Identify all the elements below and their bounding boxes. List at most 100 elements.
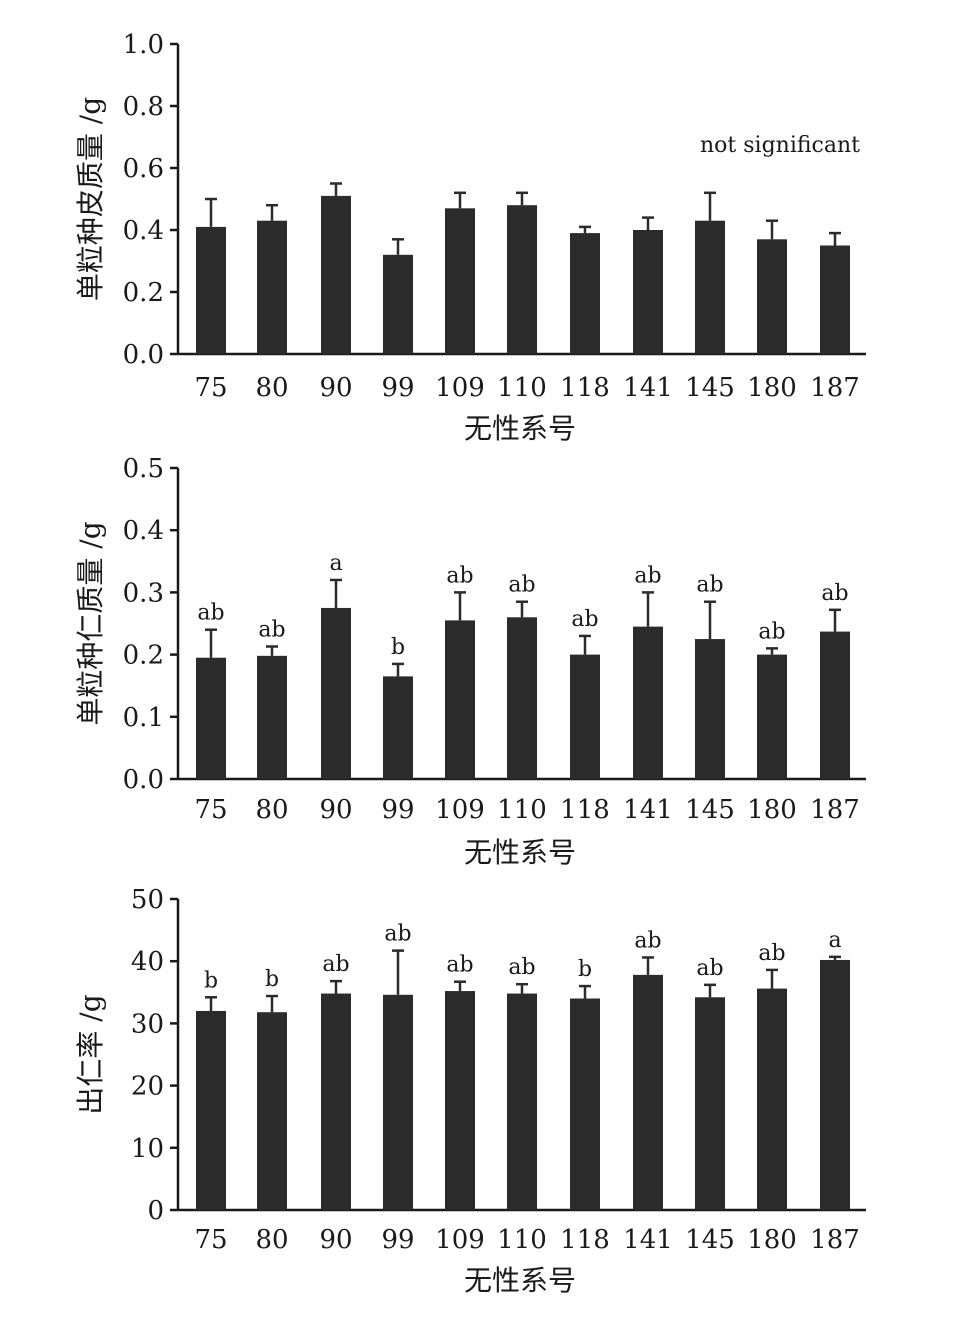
bar (257, 655, 287, 779)
bar (383, 676, 413, 779)
significance-label: ab (446, 563, 473, 588)
significance-label: ab (696, 573, 723, 598)
significance-note: not significant (700, 133, 860, 158)
y-tick-label: 0.8 (123, 92, 164, 122)
y-tick-label: 0.5 (123, 454, 164, 484)
x-tick-label: 187 (810, 795, 860, 825)
significance-label: b (578, 957, 592, 982)
x-tick-label: 75 (194, 1225, 227, 1255)
x-tick-label: 187 (810, 373, 860, 403)
y-tick-label: 40 (131, 947, 164, 977)
bar (633, 230, 663, 354)
panel-seed-coat-mass: 0.0 0.2 0.4 0.6 0.8 1.0 75 80 90 99 109 110 118 141 14… (74, 30, 866, 445)
x-tick-label: 141 (623, 373, 673, 403)
significance-label: ab (634, 928, 661, 953)
bar (445, 991, 475, 1210)
panel-kernel-rate: 0 10 20 30 40 50 b 75 b 80 ab 90 ab 99 ab 109 ab 110 b 118 a… (74, 885, 866, 1297)
y-axis-label: 出仁率 /g (74, 994, 107, 1114)
x-tick-label: 80 (255, 795, 288, 825)
x-tick-label: 109 (435, 1225, 485, 1255)
y-tick-label: 30 (131, 1009, 164, 1039)
x-tick-label: 110 (497, 795, 547, 825)
x-tick-label: 80 (255, 1225, 288, 1255)
significance-label: a (828, 928, 841, 953)
significance-label: ab (696, 956, 723, 981)
bar (820, 631, 850, 779)
significance-label: ab (197, 601, 224, 626)
bar (383, 994, 413, 1210)
y-tick-label: 0.2 (123, 641, 164, 671)
y-tick-label: 10 (131, 1134, 164, 1164)
y-tick-label: 0.3 (123, 578, 164, 608)
x-tick-label: 118 (560, 1225, 610, 1255)
bar (570, 654, 600, 779)
x-axis-label: 无性系号 (464, 1264, 576, 1297)
bar (445, 208, 475, 354)
x-tick-label: 145 (685, 795, 735, 825)
x-tick-label: 99 (381, 795, 414, 825)
bar (633, 626, 663, 779)
y-tick-label: 0.0 (123, 765, 164, 795)
significance-label: ab (508, 573, 535, 598)
y-tick-label: 0.0 (123, 340, 164, 370)
x-tick-label: 145 (685, 373, 735, 403)
x-tick-label: 99 (381, 373, 414, 403)
bar (757, 988, 787, 1210)
significance-label: ab (258, 618, 285, 643)
x-axis-label: 无性系号 (464, 836, 576, 869)
x-tick-label: 180 (747, 795, 797, 825)
bar (633, 974, 663, 1210)
y-tick-label: 0.2 (123, 278, 164, 308)
significance-label: ab (634, 563, 661, 588)
x-tick-label: 187 (810, 1225, 860, 1255)
y-tick-label: 0.4 (123, 216, 164, 246)
x-tick-label: 110 (497, 1225, 547, 1255)
bar (757, 654, 787, 779)
significance-label: ab (758, 619, 785, 644)
significance-label: ab (758, 941, 785, 966)
y-tick-label: 0.6 (123, 154, 164, 184)
y-tick-label: 0.1 (123, 703, 164, 733)
bar (445, 620, 475, 779)
bar (507, 205, 537, 354)
bar (321, 993, 351, 1210)
x-tick-label: 90 (319, 1225, 352, 1255)
bar (383, 254, 413, 354)
x-tick-label: 141 (623, 1225, 673, 1255)
bar (507, 617, 537, 779)
bar (695, 220, 725, 354)
y-tick-label: 1.0 (123, 30, 164, 60)
significance-label: ab (322, 952, 349, 977)
bar (321, 195, 351, 354)
bar (695, 997, 725, 1210)
significance-label: ab (446, 953, 473, 978)
y-tick-label: 20 (131, 1072, 164, 1102)
significance-label: ab (571, 607, 598, 632)
bar (820, 959, 850, 1210)
bar (257, 220, 287, 354)
bar (196, 1010, 226, 1210)
x-tick-label: 90 (319, 373, 352, 403)
significance-label: b (391, 635, 405, 660)
significance-label: b (204, 968, 218, 993)
bar (196, 226, 226, 354)
x-tick-label: 109 (435, 795, 485, 825)
y-tick-label: 50 (131, 885, 164, 915)
x-tick-label: 109 (435, 373, 485, 403)
y-tick-label: 0 (147, 1196, 164, 1226)
y-axis-label: 单粒种皮质量 /g (74, 97, 107, 301)
x-tick-label: 75 (194, 373, 227, 403)
x-tick-label: 75 (194, 795, 227, 825)
significance-label: ab (821, 581, 848, 606)
bar (757, 239, 787, 354)
x-tick-label: 90 (319, 795, 352, 825)
x-tick-label: 118 (560, 373, 610, 403)
bar (570, 233, 600, 354)
bar (507, 993, 537, 1210)
significance-label: b (265, 967, 279, 992)
bar (321, 607, 351, 779)
x-tick-label: 145 (685, 1225, 735, 1255)
x-tick-label: 180 (747, 1225, 797, 1255)
bar (196, 657, 226, 779)
y-tick-label: 0.4 (123, 516, 164, 546)
